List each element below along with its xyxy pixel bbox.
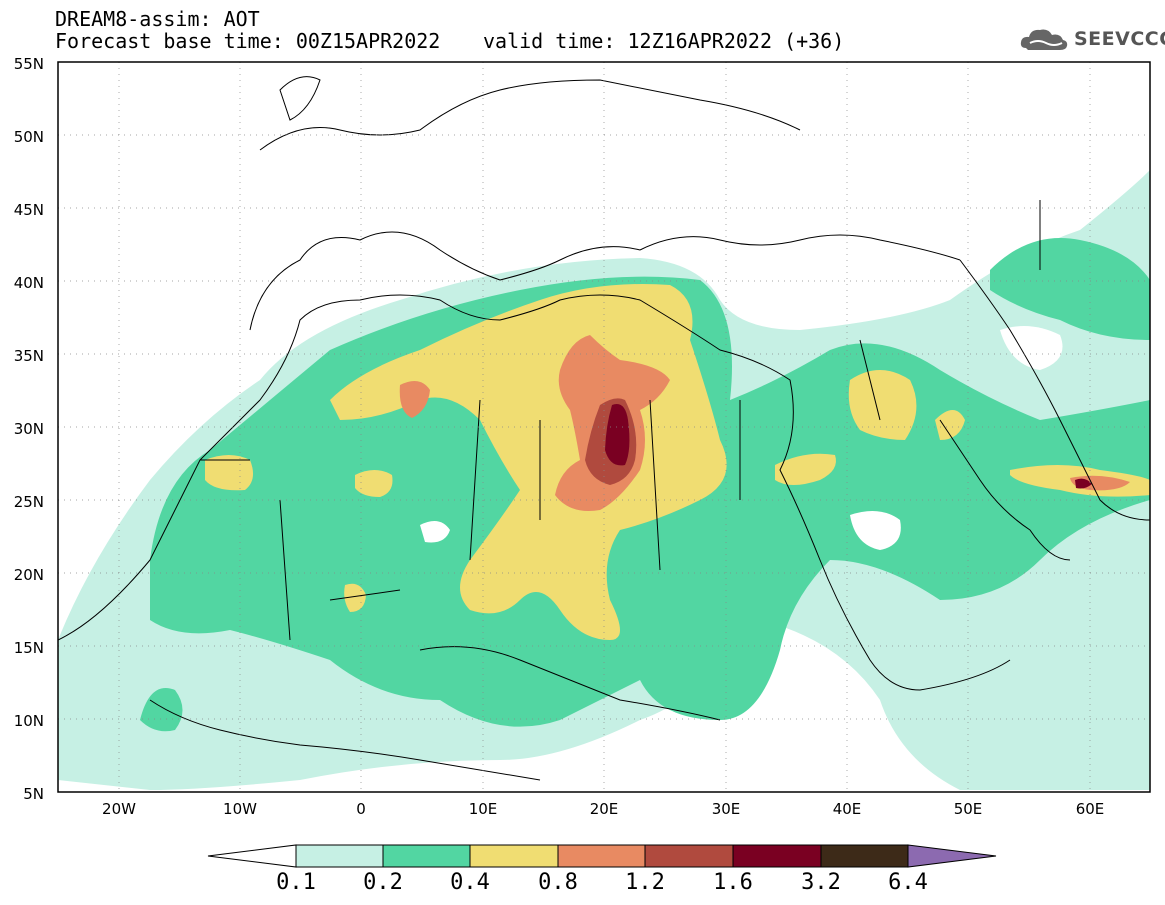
lon-label: 20E [589, 800, 619, 818]
colorbar-label: 0.8 [538, 870, 578, 895]
colorbar-bin-6 [732, 844, 822, 868]
seevccc-logo: SEEVCCC [1018, 22, 1165, 56]
lon-label: 50E [953, 800, 983, 818]
lon-label: 30E [711, 800, 741, 818]
lat-label: 40N [13, 274, 44, 292]
colorbar-label: 0.4 [450, 870, 490, 895]
lon-label: 0 [356, 800, 366, 818]
colorbar-bin-2 [382, 844, 471, 868]
graticule [58, 62, 1150, 792]
lon-label: 10E [468, 800, 498, 818]
coastlines [58, 76, 1150, 781]
lat-label: 55N [13, 55, 44, 73]
map-title: DREAM8-assim: AOT [55, 7, 260, 31]
colorbar-label: 3.2 [801, 870, 841, 895]
map-frame [57, 61, 1151, 793]
lat-label: 45N [13, 201, 44, 219]
logo-text: SEEVCCC [1074, 28, 1165, 50]
lat-label: 30N [13, 420, 44, 438]
lat-label: 50N [13, 128, 44, 146]
lon-label: 20W [102, 800, 136, 818]
colorbar [207, 844, 997, 868]
lat-label: 10N [13, 712, 44, 730]
colorbar-bin-4 [557, 844, 646, 868]
colorbar-label: 1.6 [713, 870, 753, 895]
lon-label: 60E [1075, 800, 1105, 818]
colorbar-lower-arrow [207, 844, 297, 868]
colorbar-bin-3 [469, 844, 559, 868]
lat-label: 20N [13, 566, 44, 584]
cloud-icon [1020, 29, 1068, 50]
colorbar-label: 0.2 [363, 870, 403, 895]
lat-label: 35N [13, 347, 44, 365]
lat-label: 25N [13, 493, 44, 511]
forecast-base-time: Forecast base time: 00Z15APR2022 [55, 29, 441, 53]
colorbar-label: 6.4 [888, 870, 928, 895]
colorbar-bin-5 [644, 844, 734, 868]
aot-field [58, 170, 1150, 790]
lat-label: 5N [23, 785, 44, 803]
lon-label: 40E [832, 800, 862, 818]
colorbar-label: 0.1 [276, 870, 316, 895]
lat-label: 15N [13, 639, 44, 657]
colorbar-bin-1 [295, 844, 384, 868]
lon-label: 10W [223, 800, 257, 818]
colorbar-bin-7 [820, 844, 909, 868]
colorbar-upper-arrow [907, 844, 997, 868]
colorbar-label: 1.2 [625, 870, 665, 895]
valid-time: valid time: 12Z16APR2022 (+36) [483, 29, 845, 53]
